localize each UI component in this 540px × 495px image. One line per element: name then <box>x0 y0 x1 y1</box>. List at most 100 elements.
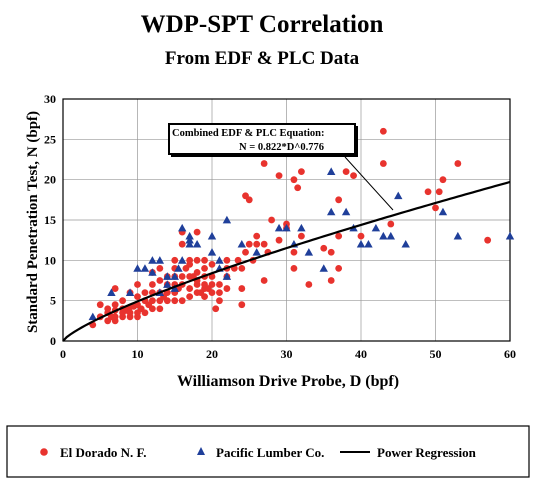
legend-marker-triangle <box>197 447 205 455</box>
legend-marker-circle <box>40 448 48 456</box>
point-pacific-lumber <box>170 272 179 280</box>
point-el-dorado <box>171 297 179 305</box>
point-el-dorado <box>186 256 194 264</box>
legend-label-el-dorado: El Dorado N. F. <box>60 445 147 460</box>
point-pacific-lumber <box>356 240 366 248</box>
point-pacific-lumber <box>148 268 157 276</box>
chart-title: WDP-SPT Correlation <box>141 11 384 38</box>
equation-annotation: Combined EDF & PLC Equation: N = 0.822*D… <box>168 123 394 211</box>
x-tick-label: 40 <box>355 347 367 361</box>
point-pacific-lumber <box>185 235 194 244</box>
point-el-dorado <box>379 127 387 135</box>
point-el-dorado <box>111 313 119 321</box>
point-el-dorado <box>186 293 194 301</box>
point-el-dorado <box>260 160 268 167</box>
point-pacific-lumber <box>125 288 135 296</box>
point-el-dorado <box>216 297 223 305</box>
y-axis-label: Standard Penetration Test, N (bpf) <box>25 111 41 333</box>
point-el-dorado <box>134 281 141 288</box>
point-el-dorado <box>387 220 395 228</box>
point-el-dorado <box>212 305 220 313</box>
plot-area-border <box>62 98 511 342</box>
legend-label-pacific-lumber: Pacific Lumber Co. <box>216 445 324 460</box>
point-el-dorado <box>201 293 208 301</box>
point-el-dorado <box>111 301 119 309</box>
y-tick-label: 20 <box>44 173 56 187</box>
point-pacific-lumber <box>505 231 515 240</box>
point-el-dorado <box>208 281 216 288</box>
point-el-dorado <box>294 184 302 192</box>
point-el-dorado <box>290 248 298 256</box>
point-pacific-lumber <box>155 256 165 264</box>
point-el-dorado <box>141 289 149 296</box>
point-pacific-lumber <box>371 223 381 232</box>
point-el-dorado <box>335 265 343 272</box>
point-el-dorado <box>439 176 447 184</box>
point-el-dorado <box>238 285 246 292</box>
point-pacific-lumber <box>222 272 232 280</box>
point-el-dorado <box>201 256 208 264</box>
point-el-dorado <box>178 297 186 305</box>
point-pacific-lumber <box>163 280 172 288</box>
point-el-dorado <box>327 248 335 256</box>
point-el-dorado <box>357 232 365 240</box>
point-pacific-lumber <box>133 264 142 272</box>
x-tick-label: 60 <box>504 347 516 361</box>
point-el-dorado <box>424 188 432 196</box>
point-pacific-lumber <box>178 223 187 232</box>
y-tick-label: 25 <box>44 132 56 146</box>
point-el-dorado <box>119 297 126 305</box>
point-el-dorado <box>223 256 231 264</box>
point-el-dorado <box>216 289 223 296</box>
point-el-dorado <box>335 232 343 240</box>
point-el-dorado <box>156 265 164 272</box>
point-el-dorado <box>379 160 387 167</box>
point-el-dorado <box>245 196 253 204</box>
point-el-dorado <box>234 256 242 264</box>
point-el-dorado <box>178 240 186 248</box>
point-pacific-lumber <box>170 284 179 292</box>
point-pacific-lumber <box>297 223 306 232</box>
point-pacific-lumber <box>192 240 202 248</box>
point-el-dorado <box>171 256 179 264</box>
legend: El Dorado N. F. Pacific Lumber Co. Power… <box>6 425 530 478</box>
point-pacific-lumber <box>140 264 150 272</box>
point-el-dorado <box>104 305 112 313</box>
point-el-dorado <box>242 248 249 256</box>
y-tick-label: 30 <box>44 92 56 106</box>
point-el-dorado <box>201 265 208 272</box>
annotation-pointer <box>344 156 394 211</box>
point-el-dorado <box>320 244 328 252</box>
point-pacific-lumber <box>379 231 388 240</box>
point-pacific-lumber <box>327 167 336 175</box>
point-el-dorado <box>432 204 439 212</box>
point-pacific-lumber <box>438 207 448 216</box>
point-el-dorado <box>253 232 261 240</box>
point-pacific-lumber <box>304 248 314 256</box>
point-el-dorado <box>193 256 201 264</box>
point-pacific-lumber <box>148 256 157 264</box>
point-pacific-lumber <box>282 223 291 232</box>
point-el-dorado <box>268 216 275 224</box>
point-el-dorado <box>350 172 357 180</box>
x-axis-label: Williamson Drive Probe, D (bpf) <box>177 373 399 390</box>
point-el-dorado <box>298 168 305 176</box>
point-el-dorado <box>193 269 201 276</box>
legend-item-pacific-lumber: Pacific Lumber Co. <box>197 445 324 460</box>
point-el-dorado <box>149 297 156 305</box>
point-el-dorado <box>149 305 156 313</box>
point-el-dorado <box>245 240 253 248</box>
point-el-dorado <box>163 297 171 305</box>
x-tick-label: 30 <box>281 347 293 361</box>
point-pacific-lumber <box>174 264 183 272</box>
x-tick-label: 50 <box>430 347 442 361</box>
point-el-dorado <box>290 176 298 184</box>
point-el-dorado <box>305 281 313 288</box>
point-pacific-lumber <box>185 240 194 248</box>
point-el-dorado <box>216 281 223 288</box>
y-tick-label: 15 <box>44 213 56 227</box>
point-el-dorado <box>193 228 201 236</box>
x-tick-label: 0 <box>60 347 66 361</box>
point-el-dorado <box>134 293 141 301</box>
point-pacific-lumber <box>327 207 336 216</box>
